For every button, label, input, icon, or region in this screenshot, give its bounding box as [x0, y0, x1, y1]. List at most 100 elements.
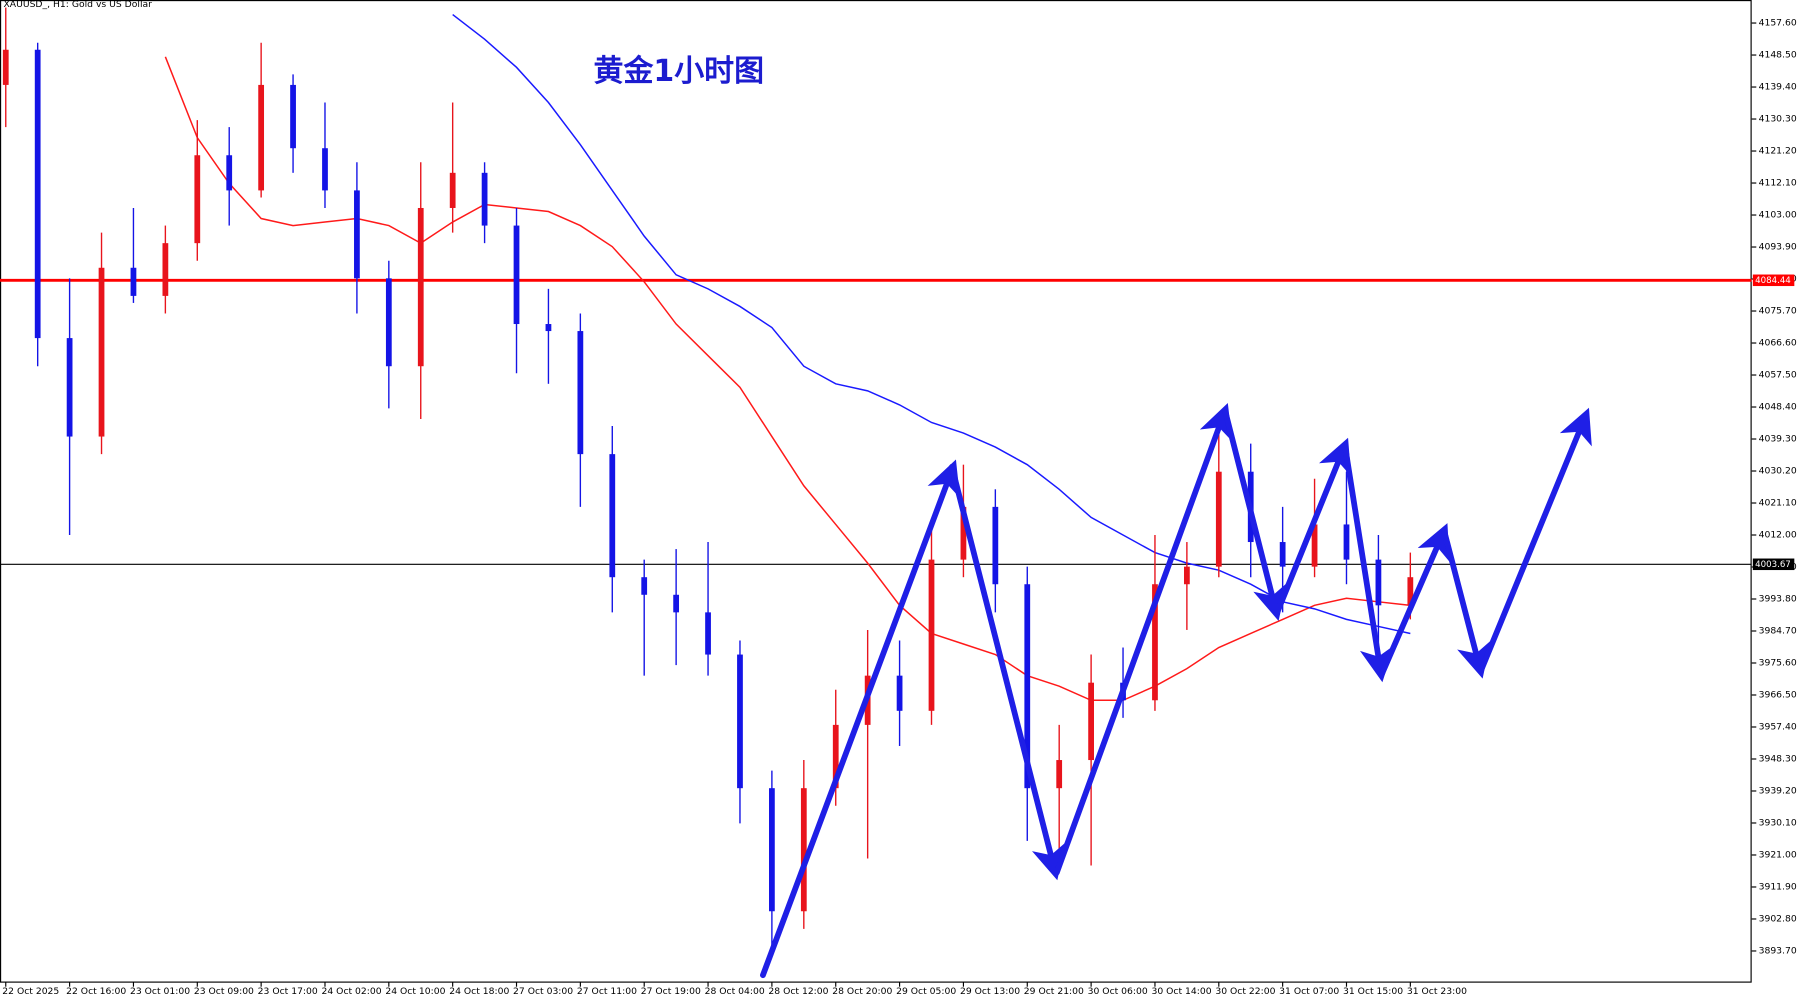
- candle-body: [641, 577, 648, 595]
- x-tick-label: 27 Oct 11:00: [577, 986, 637, 997]
- candle-body: [385, 278, 392, 367]
- y-tick-label: 4139.40: [1759, 82, 1797, 93]
- candle-body: [769, 788, 775, 912]
- candle-body: [66, 338, 73, 437]
- arrow: [949, 463, 1066, 881]
- candle-body: [162, 243, 169, 296]
- arrow: [1378, 523, 1450, 678]
- candle-body: [354, 190, 360, 279]
- candle-body: [577, 331, 584, 455]
- x-tick-label: 22 Oct 2025: [2, 986, 59, 997]
- y-tick-label: 3911.90: [1759, 881, 1797, 892]
- x-tick-label: 31 Oct 07:00: [1279, 986, 1339, 997]
- price-label: 4003.67: [1755, 560, 1791, 570]
- y-tick-label: 4012.00: [1759, 530, 1797, 541]
- candle-body: [896, 675, 903, 711]
- y-tick-label: 4121.20: [1759, 146, 1797, 157]
- x-tick-label: 28 Oct 20:00: [832, 986, 892, 997]
- candle-body: [609, 454, 616, 578]
- y-tick-label: 3939.20: [1759, 785, 1797, 796]
- moving-average: [164, 56, 1411, 702]
- candle-body: [1088, 682, 1094, 761]
- arrow: [1222, 407, 1287, 621]
- y-tick-label: 3948.30: [1759, 753, 1797, 764]
- candle-body: [2, 49, 9, 85]
- candle-body: [258, 84, 265, 191]
- y-tick-label: 4093.90: [1759, 242, 1797, 253]
- y-tick-label: 4157.60: [1759, 18, 1797, 29]
- arrow: [1341, 442, 1395, 683]
- price-label-bg: [1752, 274, 1795, 287]
- x-tick-label: 23 Oct 17:00: [258, 986, 318, 997]
- price-label-bg: [1752, 558, 1795, 571]
- candle-body: [226, 155, 233, 191]
- y-tick-label: 3993.80: [1759, 593, 1797, 604]
- x-tick-label: 22 Oct 16:00: [66, 986, 126, 997]
- candle-body: [960, 506, 967, 560]
- arrow: [1274, 437, 1352, 617]
- x-tick-label: 28 Oct 04:00: [705, 986, 765, 997]
- candle-body: [34, 49, 41, 339]
- x-tick-label: 29 Oct 05:00: [896, 986, 956, 997]
- candle-body: [1279, 542, 1286, 567]
- candle-body: [1183, 566, 1190, 585]
- x-tick-label: 23 Oct 09:00: [194, 986, 254, 997]
- y-tick-label: 3921.00: [1759, 849, 1797, 860]
- candle-body: [673, 594, 680, 613]
- candle-body: [322, 148, 328, 191]
- moving-average: [452, 13, 1411, 635]
- candle-body: [130, 267, 137, 296]
- candle-body: [928, 559, 935, 711]
- plot-area: [0, 7, 1752, 947]
- candle-body: [705, 612, 711, 655]
- arrow: [760, 459, 961, 979]
- annotation-arrows: [760, 402, 1592, 979]
- y-tick-label: 3902.80: [1759, 913, 1797, 924]
- candle-body: [1343, 524, 1350, 560]
- candle-body: [513, 225, 520, 325]
- candle-body: [1407, 577, 1414, 606]
- y-tick-label: 4148.50: [1759, 50, 1797, 61]
- y-tick-label: 3966.50: [1759, 689, 1797, 700]
- y-tick-label: 4130.30: [1759, 114, 1797, 125]
- x-tick-label: 31 Oct 15:00: [1343, 986, 1403, 997]
- y-tick-label: 4066.60: [1759, 338, 1797, 349]
- y-tick-label: 4103.00: [1759, 210, 1797, 221]
- x-tick-label: 27 Oct 19:00: [641, 986, 701, 997]
- x-tick-label: 30 Oct 14:00: [1152, 986, 1212, 997]
- x-tick-label: 24 Oct 18:00: [449, 986, 509, 997]
- candle-body: [1056, 760, 1063, 789]
- y-tick-label: 3930.10: [1759, 817, 1797, 828]
- candle-body: [194, 155, 201, 244]
- y-tick-label: 4021.10: [1759, 498, 1797, 509]
- candle-body: [1152, 584, 1158, 701]
- x-tick-label: 30 Oct 22:00: [1215, 986, 1275, 997]
- arrow: [1053, 402, 1233, 876]
- symbol-label: XAUUSD_, H1: Gold vs US Dollar: [3, 0, 152, 10]
- y-tick-label: 3957.40: [1759, 721, 1797, 732]
- x-tick-label: 24 Oct 10:00: [385, 986, 445, 997]
- y-tick-label: 4075.70: [1759, 306, 1797, 317]
- x-tick-label: 24 Oct 02:00: [322, 986, 382, 997]
- candle-body: [1311, 524, 1318, 567]
- y-tick-label: 3984.70: [1759, 625, 1797, 636]
- candle-body: [449, 172, 456, 208]
- y-tick-label: 4048.40: [1759, 402, 1797, 413]
- y-tick-label: 4030.20: [1759, 466, 1797, 477]
- y-tick-label: 4039.30: [1759, 434, 1797, 445]
- plot-frame: [0, 0, 1752, 983]
- candle-body: [992, 506, 999, 585]
- x-tick-label: 31 Oct 23:00: [1407, 986, 1467, 997]
- arrow: [1477, 407, 1592, 674]
- x-tick-label: 27 Oct 03:00: [513, 986, 573, 997]
- candle-body: [800, 788, 807, 912]
- candle-body: [481, 172, 488, 226]
- y-tick-label: 4112.10: [1759, 178, 1797, 189]
- candle-body: [832, 724, 839, 789]
- candle-body: [545, 324, 552, 332]
- arrow: [1441, 527, 1491, 679]
- x-tick-label: 28 Oct 12:00: [768, 986, 828, 997]
- candle-body: [1215, 471, 1222, 567]
- candle-body: [98, 267, 105, 437]
